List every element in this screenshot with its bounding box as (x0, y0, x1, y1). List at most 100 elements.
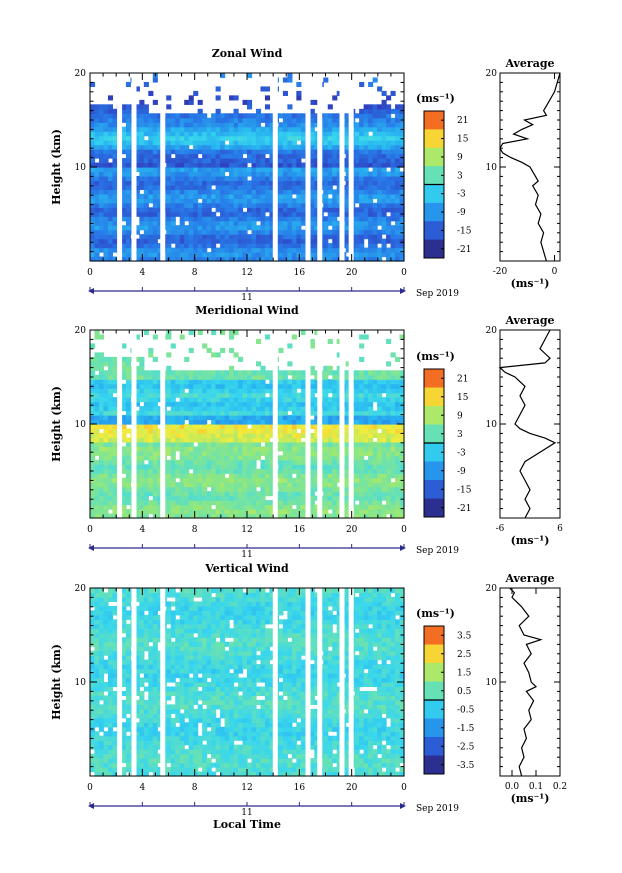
heatmap-cell (197, 495, 203, 501)
heatmap-cell (264, 175, 271, 182)
heatmap-cell (112, 193, 118, 199)
heatmap-cell (188, 243, 194, 249)
heatmap-cell (188, 216, 194, 222)
heatmap-cell (399, 482, 405, 488)
heatmap-cell (148, 90, 154, 96)
heatmap-cell (300, 117, 306, 123)
heatmap-cell (224, 383, 230, 389)
heatmap-cell (112, 171, 118, 177)
heatmap-cell (377, 252, 383, 258)
heatmap-cell (94, 388, 100, 394)
heatmap-cell (296, 419, 302, 425)
heatmap-cell (309, 229, 315, 235)
heatmap-cell (143, 220, 149, 226)
heatmap-cell (336, 370, 342, 376)
heatmap-cell (264, 424, 271, 430)
heatmap-cell (368, 171, 374, 177)
heatmap-cell (233, 509, 239, 515)
heatmap-cell (134, 126, 140, 132)
heatmap-cell (291, 410, 297, 416)
heatmap-cell (125, 171, 131, 177)
heatmap-cell (359, 486, 365, 492)
heatmap-cell (157, 144, 163, 150)
heatmap-cell (94, 491, 100, 497)
heatmap-cell (229, 202, 235, 208)
heatmap-cell (148, 450, 154, 456)
heatmap-cell (112, 180, 118, 186)
heatmap-cell (188, 180, 194, 186)
heatmap-cell (184, 491, 190, 497)
heatmap-cell (98, 149, 105, 155)
heatmap-cell (193, 473, 199, 479)
heatmap-cell (134, 410, 140, 416)
heatmap-cell (291, 441, 297, 447)
heatmap-cell (269, 401, 275, 407)
heatmap-cell (238, 410, 244, 416)
heatmap-cell (98, 334, 105, 340)
data-gap (272, 73, 278, 261)
heatmap-cell (107, 419, 114, 425)
heatmap-cell (291, 149, 297, 155)
heatmap-cell (157, 117, 163, 123)
heatmap-cell (381, 437, 387, 443)
heatmap-cell (103, 126, 109, 132)
heatmap-cell (332, 243, 338, 249)
heatmap-cell (323, 162, 329, 168)
heatmap-cell (377, 180, 383, 186)
heatmap-cell (309, 180, 315, 186)
heatmap-cell (134, 459, 140, 465)
heatmap-cell (336, 468, 342, 474)
heatmap-cell (359, 455, 365, 461)
heatmap-cell (193, 198, 199, 204)
heatmap-cell (287, 117, 293, 123)
heatmap-cell (336, 397, 342, 403)
heatmap-cell (112, 162, 118, 168)
heatmap-cell (296, 216, 302, 222)
heatmap-cell (381, 99, 387, 105)
heatmap-cell (184, 370, 190, 376)
heatmap-cell (291, 374, 297, 380)
heatmap-cell (314, 450, 320, 456)
heatmap-cell (94, 108, 100, 114)
heatmap-cell (345, 135, 351, 141)
heatmap-cell (112, 432, 118, 439)
heatmap-cell (359, 113, 365, 119)
heatmap-cell (139, 361, 145, 367)
heatmap-cell (107, 198, 114, 204)
heatmap-cell (395, 441, 401, 447)
heatmap-cell (345, 193, 351, 199)
heatmap-cell (211, 149, 217, 155)
heatmap-cell (179, 455, 185, 461)
heatmap-cell (143, 446, 149, 452)
heatmap-cell (143, 464, 149, 470)
heatmap-cell (255, 175, 262, 182)
heatmap-cell (215, 397, 221, 403)
heatmap-cell (287, 175, 293, 182)
heatmap-cell (332, 419, 338, 425)
heatmap-cell (184, 149, 190, 155)
heatmap-cell (399, 401, 405, 407)
heatmap-cell (296, 383, 302, 389)
heatmap-cell (399, 419, 405, 425)
heatmap-cell (202, 509, 208, 515)
heatmap-cell (107, 441, 114, 447)
heatmap-cell (170, 406, 176, 412)
heatmap-cell (206, 468, 212, 474)
heatmap-cell (278, 347, 284, 353)
heatmap-cell (193, 216, 199, 222)
heatmap-cell (121, 108, 127, 114)
heatmap-cell (229, 379, 235, 385)
heatmap-cell (381, 247, 387, 253)
heatmap-cell (345, 419, 351, 425)
heatmap-cell (206, 225, 212, 231)
heatmap-cell (148, 392, 154, 398)
heatmap-cell (238, 437, 244, 443)
heatmap-cell (98, 464, 105, 470)
heatmap-cell (345, 406, 351, 412)
heatmap-cell (107, 202, 114, 208)
heatmap-cell (291, 437, 297, 443)
heatmap-cell (90, 500, 96, 506)
heatmap-cell (260, 86, 266, 92)
heatmap-cell (211, 122, 217, 128)
heatmap-cell (345, 397, 351, 403)
